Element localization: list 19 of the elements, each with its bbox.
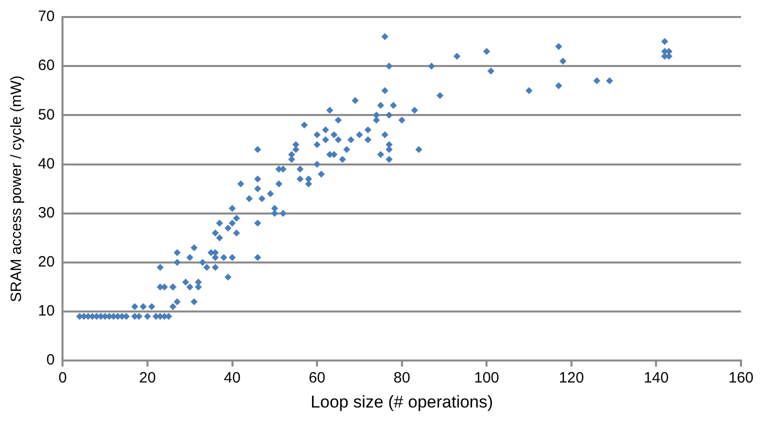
x-tick-label: 60 bbox=[308, 370, 326, 387]
y-tick-label: 60 bbox=[38, 57, 55, 74]
x-tick-label: 100 bbox=[474, 370, 500, 387]
x-axis-title: Loop size (# operations) bbox=[310, 392, 494, 412]
x-tick-label: 140 bbox=[644, 370, 669, 387]
x-tick-label: 160 bbox=[728, 370, 754, 387]
y-tick-label: 20 bbox=[38, 254, 55, 271]
y-tick-label: 70 bbox=[38, 8, 55, 26]
x-tick-label: 120 bbox=[558, 370, 584, 387]
y-tick-label: 0 bbox=[46, 352, 55, 369]
y-axis-title: SRAM access power / cycle (mW) bbox=[8, 75, 26, 302]
y-tick-label: 40 bbox=[38, 155, 55, 172]
y-tick-label: 30 bbox=[38, 204, 55, 222]
y-tick-label: 10 bbox=[38, 302, 55, 320]
x-tick-label: 20 bbox=[139, 370, 156, 387]
x-tick-label: 40 bbox=[224, 370, 241, 387]
x-tick-label: 0 bbox=[58, 370, 67, 387]
y-tick-label: 50 bbox=[38, 106, 55, 124]
x-tick-label: 80 bbox=[394, 370, 410, 387]
